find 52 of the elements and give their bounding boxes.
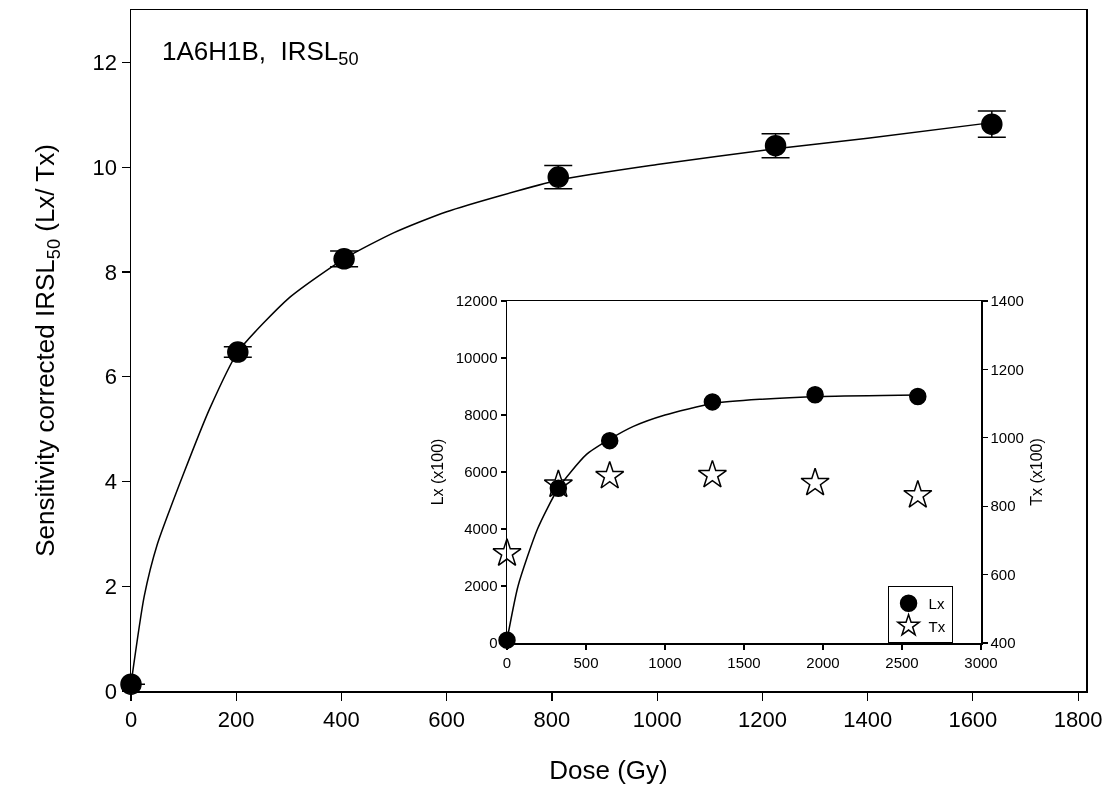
y2-tick-label: 1400: [990, 292, 1024, 310]
x-tick-label: 1200: [737, 706, 787, 732]
x-tick-label: 1000: [632, 706, 682, 732]
y-tick-label: 12000: [455, 292, 498, 310]
y2-axis-title: Tx (x100): [1028, 438, 1046, 506]
y-tick-label: 6: [104, 364, 118, 390]
y-tick-label: 0: [104, 678, 118, 704]
y2-tick-label: 400: [990, 634, 1016, 652]
y-tick-label: 10000: [455, 349, 498, 367]
point: [903, 479, 933, 508]
x-tick-label: 600: [428, 706, 466, 732]
y-axis-title: Lx (x100): [428, 438, 446, 506]
y2-tick-label: 800: [990, 497, 1016, 515]
legend-label: Lx: [928, 595, 945, 613]
legend-label: Tx: [928, 617, 946, 635]
x-tick-label: 3000: [964, 653, 998, 671]
x-tick-label: 0: [502, 653, 512, 671]
point: [227, 341, 249, 363]
x-tick-label: 800: [533, 706, 571, 732]
y2-tick-label: 600: [990, 565, 1016, 583]
y-tick-label: 10: [92, 154, 118, 180]
x-tick-label: 1400: [843, 706, 893, 732]
y-tick-label: 4: [104, 469, 118, 495]
x-axis-title: Dose (Gy): [549, 755, 668, 786]
y-tick-label: 6000: [464, 463, 498, 481]
x-tick-label: 1000: [648, 653, 682, 671]
point: [543, 469, 574, 498]
y-tick-label: 12: [92, 50, 118, 76]
x-tick-label: 2500: [885, 653, 919, 671]
point: [333, 248, 355, 270]
y-tick-label: 8000: [464, 406, 498, 424]
x-tick-label: 0: [124, 706, 138, 732]
x-tick-label: 400: [323, 706, 360, 732]
y2-tick-label: 1000: [990, 429, 1024, 447]
y-tick-label: 0: [489, 634, 498, 652]
point: [492, 537, 522, 567]
annotation: 1A6H1B, IRSL$_{50}$: [162, 36, 359, 70]
y-tick-label: 2000: [464, 577, 498, 595]
point: [697, 459, 728, 488]
point: [909, 387, 927, 406]
y2-tick-label: 1200: [990, 360, 1024, 378]
x-tick-label: 1600: [948, 706, 998, 732]
x-tick-label: 1500: [727, 653, 761, 671]
point: [800, 467, 830, 496]
point: [594, 460, 625, 489]
y-tick-label: 2: [104, 573, 118, 599]
y-tick-label: 8: [104, 259, 118, 285]
x-tick-label: 2000: [806, 653, 840, 671]
y-tick-label: 4000: [464, 520, 498, 538]
x-tick-label: 1800: [1053, 706, 1103, 732]
x-tick-label: 200: [217, 706, 255, 732]
x-tick-label: 500: [573, 653, 599, 671]
